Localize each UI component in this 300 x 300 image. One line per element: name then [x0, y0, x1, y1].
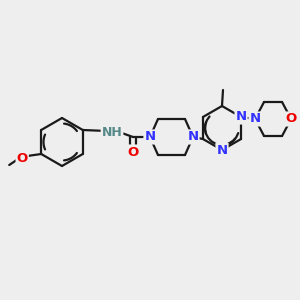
Text: NH: NH	[102, 125, 122, 139]
Text: O: O	[285, 112, 297, 125]
Text: O: O	[16, 152, 28, 164]
Text: N: N	[236, 110, 247, 124]
Text: N: N	[188, 130, 199, 143]
Text: N: N	[216, 143, 228, 157]
Text: N: N	[144, 130, 156, 143]
Text: O: O	[128, 146, 139, 158]
Text: N: N	[250, 112, 261, 125]
